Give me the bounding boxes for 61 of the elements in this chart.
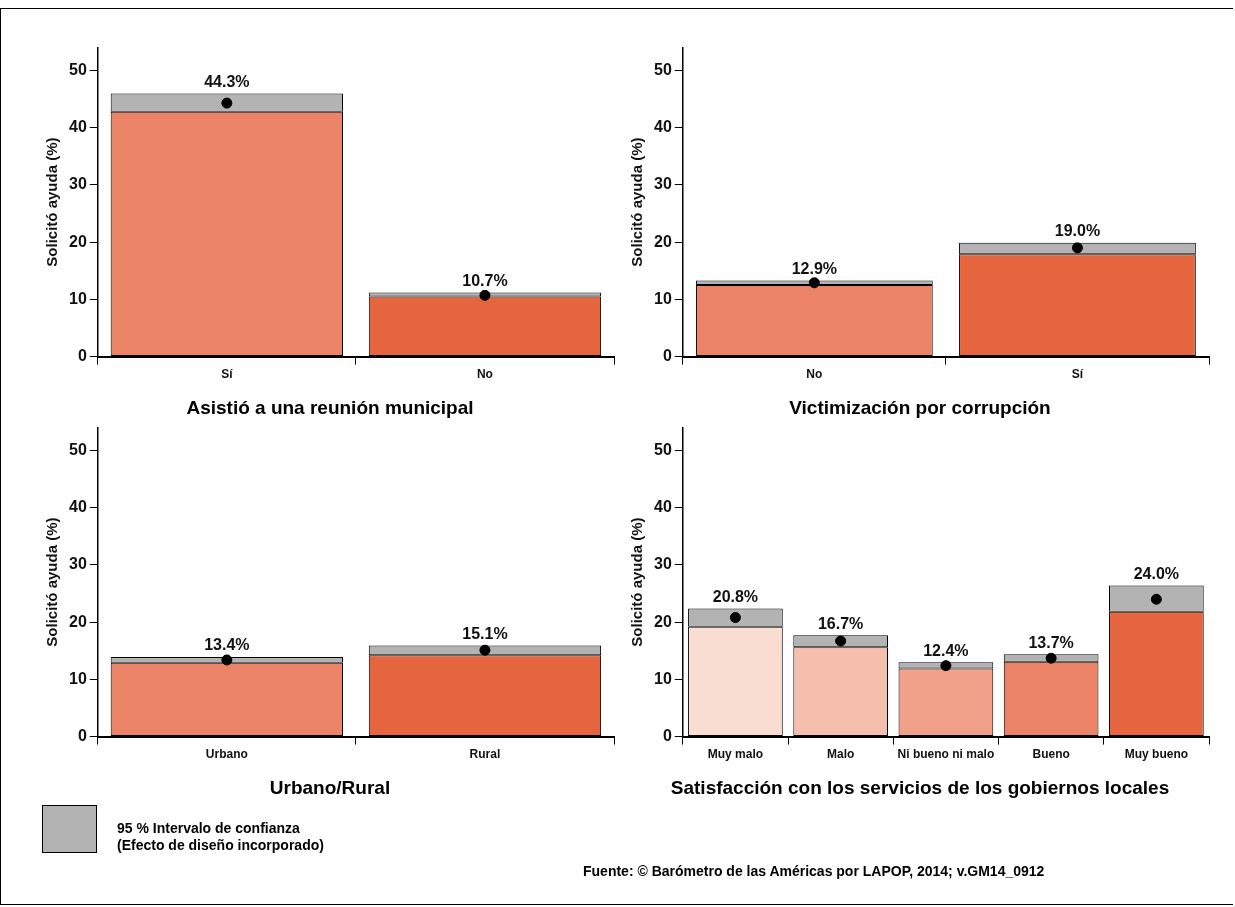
y-tick-label: 50: [654, 440, 672, 458]
point: [729, 612, 741, 624]
x-tick-label: No: [806, 367, 823, 382]
x-axis-title: Urbano/Rural: [268, 777, 392, 799]
x-axis-title: Asistió a una reunión municipal: [185, 397, 475, 419]
data-label: 16.7%: [817, 614, 864, 632]
y-tick-label: 0: [662, 347, 672, 365]
y-tick-label: 10: [654, 289, 672, 307]
y-tick-label: 50: [654, 60, 672, 78]
y-tick-label: 20: [654, 232, 672, 250]
y-tick-label: 20: [69, 612, 87, 630]
data-label: 13.4%: [204, 636, 250, 654]
data-label: 12.9%: [791, 259, 838, 277]
x-tick-label: Muy malo: [707, 747, 764, 762]
point: [1150, 593, 1162, 605]
y-tick-label: 30: [654, 555, 672, 573]
y-axis-title: Solicitó ayuda (%): [628, 137, 646, 267]
x-tick-label: Urbano: [205, 747, 248, 762]
source-note: Fuente: © Barómetro de las Américas por LAPOP, 2014; v.GM14_0912: [583, 863, 1045, 880]
y-tick-label: 30: [69, 555, 87, 573]
data-label: 20.8%: [712, 587, 759, 605]
data-label: 12.4%: [923, 641, 969, 659]
y-tick-label: 10: [69, 289, 87, 307]
y-tick-label: 20: [69, 232, 87, 250]
x-axis-title: Victimización por corrupción: [788, 397, 1052, 419]
x-axis-title: Satisfacción con los servicios de los gobiernos locales: [669, 777, 1171, 799]
text: 95 % Intervalo de confianza (Efecto de diseño incorporado): [117, 820, 324, 854]
data-label: 13.7%: [1028, 633, 1074, 651]
data-label: 44.3%: [204, 72, 250, 90]
y-tick-label: 10: [69, 669, 87, 687]
data-label: 24.0%: [1133, 564, 1180, 582]
x-tick-label: Sí: [1071, 367, 1084, 382]
y-tick-label: 0: [77, 727, 87, 745]
y-tick-label: 50: [69, 440, 87, 458]
y-tick-label: 40: [654, 498, 672, 516]
x-tick-label: Sí: [221, 367, 234, 382]
y-tick-label: 40: [654, 118, 672, 136]
x-tick-label: No: [476, 367, 493, 382]
point: [835, 635, 847, 647]
y-tick-label: 0: [77, 347, 87, 365]
x-tick-label: Malo: [826, 747, 855, 762]
y-tick-label: 0: [662, 727, 672, 745]
y-axis-title: Solicitó ayuda (%): [628, 517, 646, 647]
y-tick-label: 40: [69, 118, 87, 136]
x-tick-label: Muy bueno: [1124, 747, 1189, 762]
y-axis-title: Solicitó ayuda (%): [43, 137, 61, 267]
data-label: 19.0%: [1054, 222, 1101, 240]
y-tick-label: 20: [654, 612, 672, 630]
point: [940, 660, 952, 672]
x-tick-label: Ni bueno ni malo: [897, 747, 995, 762]
y-axis-title: Solicitó ayuda (%): [43, 517, 61, 647]
data-label: 15.1%: [462, 625, 508, 643]
x-tick-label: Rural: [469, 747, 501, 762]
y-tick-label: 40: [69, 498, 87, 516]
y-tick-label: 30: [654, 175, 672, 193]
y-tick-label: 50: [69, 60, 87, 78]
x-tick-label: Bueno: [1032, 747, 1070, 762]
data-label: 10.7%: [462, 271, 508, 289]
point: [1045, 652, 1057, 664]
y-tick-label: 10: [654, 669, 672, 687]
y-tick-label: 30: [69, 175, 87, 193]
